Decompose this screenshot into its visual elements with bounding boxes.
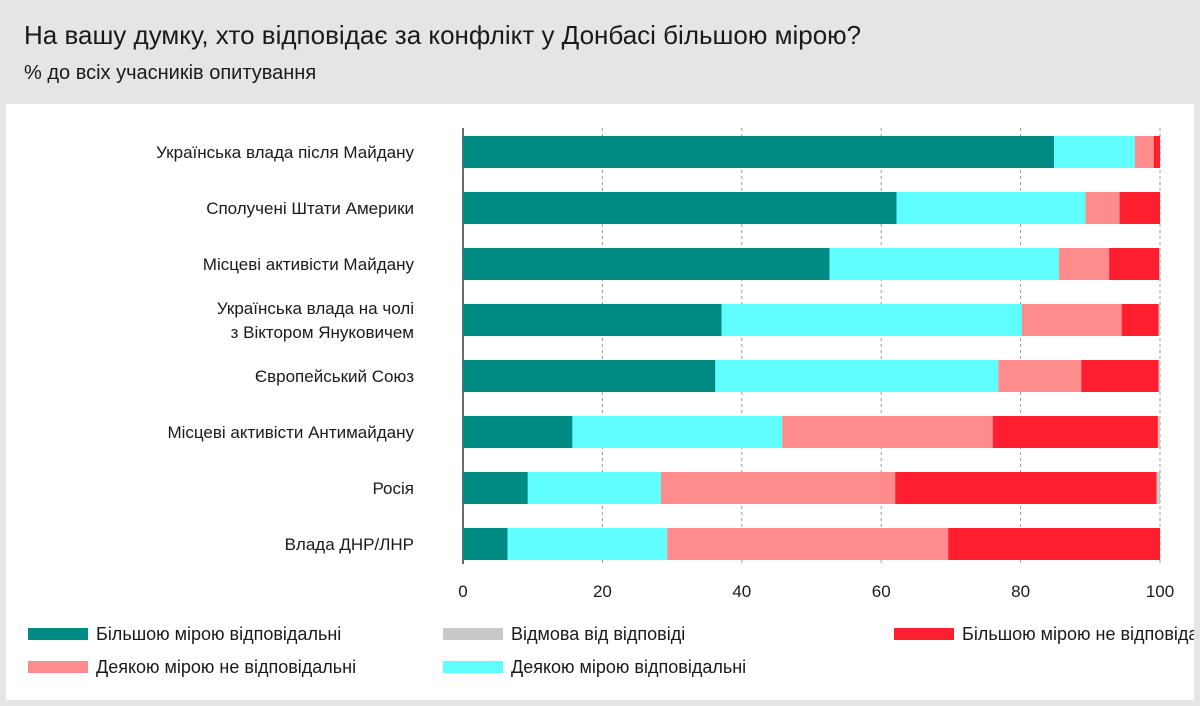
legend-label: Відмова від відповіді — [511, 624, 685, 644]
bar-segment — [660, 472, 896, 504]
bar-segment — [1156, 472, 1160, 504]
bar-segment — [782, 416, 993, 448]
bar-segment — [463, 248, 830, 280]
chart-header: На вашу думку, хто відповідає за конфлік… — [0, 0, 1200, 104]
legend-swatch — [28, 661, 88, 673]
bar-segment — [1158, 360, 1160, 392]
stacked-bar-chart: 0 20 40 60 80 100 Українська влада після Майда… — [28, 128, 1194, 677]
legend-label: Більшою мірою відповідальні — [96, 624, 341, 644]
chart-panel: 0 20 40 60 80 100 Українська влада після Майда… — [6, 104, 1194, 700]
bar-segment — [1157, 416, 1160, 448]
legend-swatch — [443, 628, 503, 640]
bar-segment — [721, 304, 1022, 336]
category-label: Українська влада на чолі — [217, 299, 414, 318]
bar-segment — [1021, 304, 1122, 336]
chart-subtitle: % до всіх учасників опитування — [24, 62, 317, 84]
bar-segment — [1081, 360, 1159, 392]
bar-segment — [463, 304, 722, 336]
category-label: Росія — [372, 479, 414, 498]
x-tick-label: 100 — [1146, 582, 1174, 601]
bar-segment — [507, 528, 668, 560]
legend-swatch — [894, 628, 954, 640]
category-label: Місцеві активісти Майдану — [203, 255, 415, 274]
bar-segment — [1109, 248, 1160, 280]
bar-segment — [1119, 192, 1160, 224]
bar-segment — [463, 416, 573, 448]
category-label: Влада ДНР/ЛНР — [285, 535, 414, 554]
category-label: Українська влада після Майдану — [156, 143, 414, 162]
bar-segment — [829, 248, 1059, 280]
chart-title: На вашу думку, хто відповідає за конфлік… — [24, 20, 862, 50]
bar-segment — [896, 192, 1086, 224]
bar-segment — [992, 416, 1158, 448]
bar-segment — [463, 472, 528, 504]
bar-segment — [463, 136, 1055, 168]
legend-label: Деякою мірою відповідальні — [511, 657, 746, 677]
x-tick-label: 20 — [593, 582, 612, 601]
category-label: Європейський Союз — [255, 367, 414, 386]
bar-segment — [948, 528, 1160, 560]
bar-segment — [527, 472, 661, 504]
category-label: Сполучені Штати Америки — [206, 199, 414, 218]
category-label: з Віктором Януковичем — [231, 323, 414, 342]
legend-label: Деякою мірою не відповідальні — [96, 657, 356, 677]
category-label: Місцеві активісти Антимайдану — [167, 423, 414, 442]
bar-segment — [1134, 136, 1154, 168]
bar-segment — [572, 416, 783, 448]
x-tick-label: 80 — [1011, 582, 1030, 601]
bar-segment — [1153, 136, 1160, 168]
bar-segment — [463, 360, 716, 392]
bar-segment — [1085, 192, 1120, 224]
bar-segment — [1158, 304, 1160, 336]
x-tick-label: 0 — [458, 582, 467, 601]
bar-segment — [715, 360, 999, 392]
bar-segment — [1058, 248, 1110, 280]
bar-segment — [1159, 248, 1160, 280]
bar-segment — [1121, 304, 1159, 336]
legend-swatch — [28, 628, 88, 640]
bar-segment — [463, 192, 897, 224]
bar-segment — [667, 528, 949, 560]
x-tick-label: 40 — [732, 582, 751, 601]
x-tick-label: 60 — [872, 582, 891, 601]
legend-swatch — [443, 661, 503, 673]
bar-segment — [463, 528, 508, 560]
legend-label: Більшою мірою не відповідальні — [962, 624, 1194, 644]
bar-segment — [895, 472, 1157, 504]
bar-segment — [1054, 136, 1135, 168]
bar-segment — [998, 360, 1082, 392]
